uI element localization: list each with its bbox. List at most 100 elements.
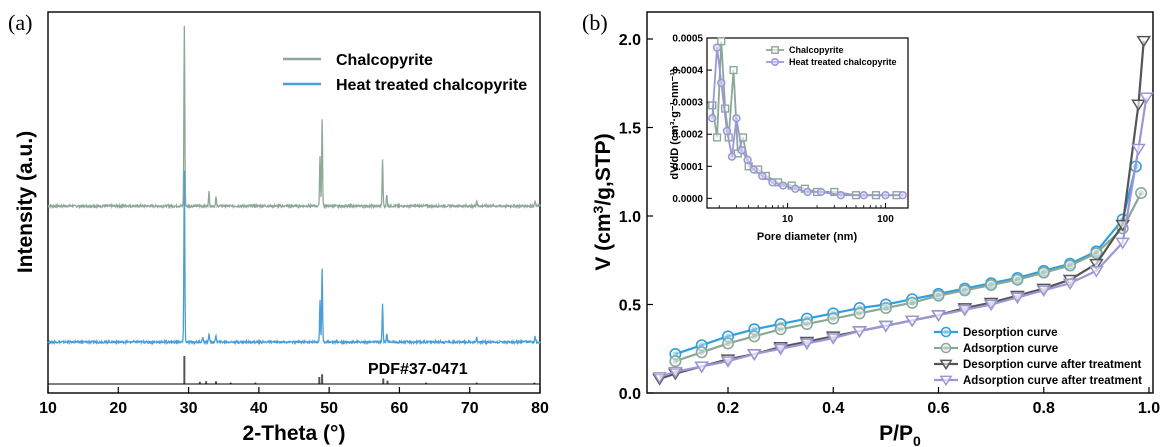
- legend-label-chalcopyrite: Chalcopyrite: [336, 52, 433, 69]
- point-adsorption-curve: [774, 323, 787, 336]
- point-adsorption-curve: [958, 284, 971, 297]
- point-adsorption-curve: [932, 289, 945, 302]
- point-adsorption-curve: [906, 296, 919, 309]
- xrd-trace-heat-treated: [47, 170, 541, 346]
- inset-x-tick-label: 10: [782, 214, 794, 225]
- point-adsorption-curve-after-treatment: [746, 349, 762, 361]
- inset-point-heat-treated-chalcopyrite-core: [793, 186, 798, 191]
- point-adsorption-curve-after-treatment: [799, 338, 815, 351]
- inset-point-heat-treated-chalcopyrite-core: [819, 190, 823, 194]
- legend-marker-desorption-curve-core: [943, 329, 949, 335]
- inset-point-heat-treated-chalcopyrite-core: [745, 158, 750, 162]
- panel-a-legend: Chalcopyrite Heat treated chalcopyrite: [283, 52, 527, 94]
- point-adsorption-curve-after-treatment: [878, 320, 894, 333]
- panel-b-x-tick-label: 0.2: [717, 400, 739, 417]
- point-adsorption-curve-after-treatment: [652, 372, 667, 384]
- panel-a-x-tick-label: 60: [391, 400, 409, 417]
- inset-legend-label-heat-treated-chalcopyrite: Heat treated chalcopyrite: [789, 57, 897, 67]
- inset-x-axis-title: Pore diameter (nm): [757, 231, 858, 243]
- inset-point-heat-treated-chalcopyrite: [791, 184, 800, 193]
- inset-y-tick-label: 0.0002: [672, 130, 703, 141]
- xrd-trace-chalcopyrite: [47, 25, 541, 210]
- inset-point-chalcopyrite: [717, 37, 726, 46]
- panel-a-x-axis-title: 2-Theta (°): [243, 422, 346, 445]
- inset-y-tick-label: 0.0001: [672, 162, 703, 173]
- inset-legend-marker-chalcopyrite: [771, 46, 779, 54]
- point-adsorption-curve-after-treatment: [825, 333, 841, 345]
- panel-a-frame: [47, 11, 541, 394]
- inset-series-heat-treated-chalcopyrite: [708, 43, 907, 200]
- panel-a-x-tick-label: 10: [39, 400, 57, 417]
- point-adsorption-curve: [879, 302, 892, 315]
- point-adsorption-curve-after-treatment: [1010, 292, 1025, 305]
- panel-b-y-tick-label: 1.5: [619, 121, 641, 138]
- inset-legend: Chalcopyrite Heat treated chalcopyrite: [766, 45, 897, 67]
- inset-point-heat-treated-chalcopyrite: [712, 43, 722, 52]
- point-adsorption-curve-core: [830, 315, 837, 322]
- legend-marker-desorption-curve: [940, 326, 952, 338]
- inset-point-chalcopyrite: [712, 133, 722, 142]
- point-adsorption-curve-core: [909, 299, 916, 306]
- point-adsorption-curve-core: [961, 287, 968, 294]
- reference-label: PDF#37-0471: [368, 361, 468, 378]
- point-desorption-curve-after-treatment: [1136, 35, 1152, 48]
- point-adsorption-curve-after-treatment: [904, 315, 920, 328]
- inset-point-heat-treated-chalcopyrite: [708, 113, 717, 123]
- inset-point-heat-treated-chalcopyrite-core: [734, 116, 739, 121]
- legend-label-desorption-curve: Desorption curve: [963, 327, 1058, 339]
- series-adsorption-curve-after-treatment: [652, 92, 1154, 384]
- inset-point-heat-treated-chalcopyrite-core: [900, 193, 905, 198]
- panel-b-y-tick-label: 0.0: [619, 386, 641, 403]
- inset-point-heat-treated-chalcopyrite-core: [838, 193, 843, 198]
- point-adsorption-curve-core: [672, 358, 679, 365]
- inset-series: [708, 37, 907, 200]
- inset-point-heat-treated-chalcopyrite: [898, 190, 907, 200]
- inset-point-heat-treated-chalcopyrite-core: [861, 193, 866, 198]
- legend-marker-adsorption-curve-after-treatment: [939, 375, 953, 387]
- panel-b-y-tick-label: 0.5: [619, 298, 641, 315]
- point-adsorption-curve: [1064, 259, 1077, 272]
- inset-y-tick-label: 0.0005: [672, 34, 703, 45]
- panel-b-frame: [646, 11, 1154, 394]
- inset-y-tick-label: 0.0003: [672, 98, 703, 109]
- point-adsorption-curve-core: [856, 310, 863, 317]
- panel-a-x-tick-label: 50: [320, 400, 338, 417]
- point-adsorption-curve: [800, 317, 813, 330]
- panel-b-label: (b): [582, 10, 608, 35]
- point-adsorption-curve-after-treatment: [1131, 143, 1146, 156]
- panel-a-traces: [47, 25, 541, 346]
- point-adsorption-curve-after-treatment: [1139, 92, 1154, 105]
- panel-a-x-tick-label: 70: [461, 400, 479, 417]
- point-adsorption-curve-core: [1138, 190, 1144, 196]
- point-adsorption-curve: [985, 279, 998, 292]
- point-adsorption-curve: [721, 337, 734, 350]
- panel-a-y-axis-title: Intensity (a.u.): [14, 131, 37, 273]
- point-adsorption-curve: [695, 346, 708, 359]
- inset-point-chalcopyrite: [830, 187, 839, 197]
- inset-point-heat-treated-chalcopyrite: [758, 171, 767, 181]
- panel-a-reference-sticks: [183, 356, 536, 384]
- point-adsorption-curve-after-treatment: [668, 366, 683, 379]
- point-adsorption-curve-core: [883, 305, 889, 311]
- point-adsorption-curve: [669, 355, 682, 368]
- point-adsorption-curve-after-treatment: [957, 304, 973, 317]
- inset-point-heat-treated-chalcopyrite-core: [760, 174, 765, 178]
- legend-label-heat-treated: Heat treated chalcopyrite: [336, 77, 527, 94]
- point-desorption-curve-after-treatment: [1089, 258, 1104, 271]
- point-adsorption-curve-core: [777, 326, 784, 333]
- inset-x-tick-label: 100: [877, 214, 894, 225]
- inset-y-axis-title: dV/dD (cm³·g⁻¹·nm⁻¹): [669, 68, 681, 180]
- inset-point-chalcopyrite: [729, 65, 738, 75]
- point-desorption-curve-after-treatment: [1131, 99, 1146, 112]
- point-adsorption-curve-after-treatment: [720, 356, 736, 368]
- point-adsorption-curve-after-treatment: [1115, 237, 1131, 250]
- panel-a-x-tick-label: 40: [250, 400, 268, 417]
- point-adsorption-curve-core: [698, 349, 705, 356]
- inset-point-heat-treated-chalcopyrite: [768, 178, 777, 187]
- inset-point-heat-treated-chalcopyrite-core: [710, 116, 715, 121]
- point-adsorption-curve-core: [935, 292, 942, 299]
- inset-y-tick-label: 0.0004: [672, 66, 703, 77]
- point-adsorption-curve-after-treatment: [773, 343, 788, 356]
- inset-point-heat-treated-chalcopyrite-core: [805, 190, 810, 194]
- panel-b-y-tick-label: 1.0: [619, 209, 641, 226]
